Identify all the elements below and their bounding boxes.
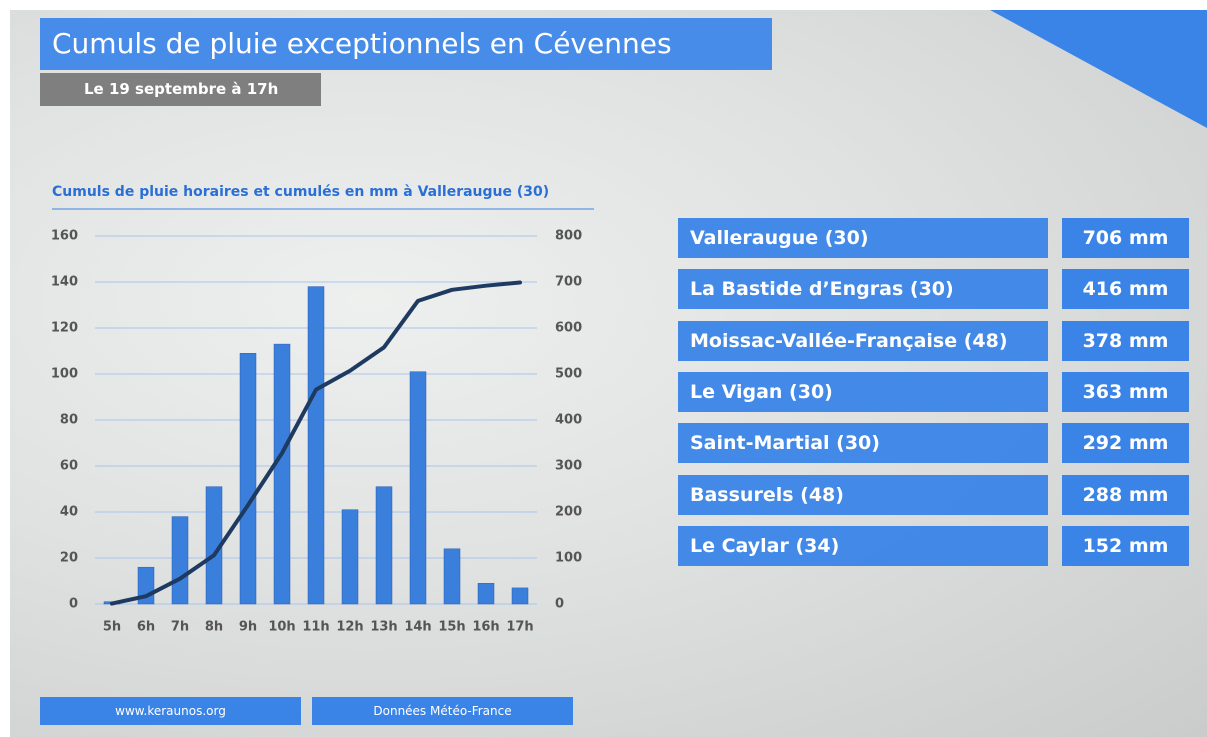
y2-tick-label: 200	[555, 505, 582, 520]
y-tick-label: 20	[60, 551, 78, 566]
station-value: 706 mm	[1062, 218, 1189, 258]
y-tick-label: 40	[60, 505, 78, 520]
station-name: La Bastide d’Engras (30)	[678, 269, 1048, 310]
station-name: Moissac-Vallée-Française (48)	[678, 320, 1048, 361]
x-tick-label: 14h	[404, 620, 431, 635]
x-tick-label: 11h	[302, 620, 329, 635]
station-name: Saint-Martial (30)	[678, 423, 1048, 464]
bar	[511, 587, 529, 605]
station-value: 288 mm	[1062, 474, 1189, 515]
x-tick-label: 16h	[472, 620, 499, 635]
cumulative-line	[110, 280, 522, 606]
station-name: Bassurels (48)	[678, 474, 1048, 515]
bar	[341, 509, 359, 605]
bar	[477, 583, 495, 605]
y2-tick-label: 400	[555, 413, 582, 428]
y-tick-label: 100	[51, 367, 78, 382]
y2-tick-label: 100	[555, 551, 582, 566]
y2-tick-label: 0	[555, 597, 564, 612]
x-tick-label: 10h	[268, 620, 295, 635]
bar	[307, 286, 325, 605]
title: Cumuls de pluie exceptionnels en Cévenne…	[40, 18, 772, 70]
footer-label: Données Météo-France	[312, 697, 573, 725]
x-tick-label: 15h	[438, 620, 465, 635]
x-tick-label: 7h	[171, 620, 189, 635]
x-tick-label: 17h	[506, 620, 533, 635]
y-tick-label: 80	[60, 413, 78, 428]
y-tick-label: 160	[51, 229, 78, 244]
y-tick-label: 60	[60, 459, 78, 474]
station-value: 363 mm	[1062, 371, 1189, 412]
station-value: 378 mm	[1062, 320, 1189, 361]
station-name: Valleraugue (30)	[678, 218, 1048, 258]
y2-tick-label: 800	[555, 229, 582, 244]
y-tick-label: 0	[69, 597, 78, 612]
y-tick-label: 120	[51, 321, 78, 336]
bar	[409, 371, 427, 605]
station-value: 416 mm	[1062, 269, 1189, 310]
footer-label: www.keraunos.org	[40, 697, 301, 725]
x-tick-label: 5h	[103, 620, 121, 635]
x-tick-label: 6h	[137, 620, 155, 635]
x-tick-label: 9h	[239, 620, 257, 635]
chart-title: Cumuls de pluie horaires et cumulés en m…	[52, 184, 549, 200]
x-tick-label: 8h	[205, 620, 223, 635]
station-name: Le Caylar (34)	[678, 525, 1048, 566]
bar	[375, 486, 393, 605]
bar	[171, 516, 189, 605]
bar	[443, 548, 461, 605]
y2-tick-label: 300	[555, 459, 582, 474]
station-name: Le Vigan (30)	[678, 371, 1048, 412]
bar	[239, 353, 257, 605]
bar	[273, 343, 291, 605]
page: Cumuls de pluie horaires et cumulés en m…	[10, 10, 1207, 737]
corner-triangle	[990, 10, 1207, 128]
y2-tick-label: 700	[555, 275, 582, 290]
chart: Cumuls de pluie horaires et cumulés en m…	[51, 10, 1207, 635]
y-tick-label: 140	[51, 275, 78, 290]
y2-tick-label: 500	[555, 367, 582, 382]
station-value: 152 mm	[1062, 525, 1189, 566]
x-tick-label: 13h	[370, 620, 397, 635]
subtitle: Le 19 septembre à 17h	[40, 73, 321, 106]
x-tick-label: 12h	[336, 620, 363, 635]
station-value: 292 mm	[1062, 423, 1189, 464]
y2-tick-label: 600	[555, 321, 582, 336]
